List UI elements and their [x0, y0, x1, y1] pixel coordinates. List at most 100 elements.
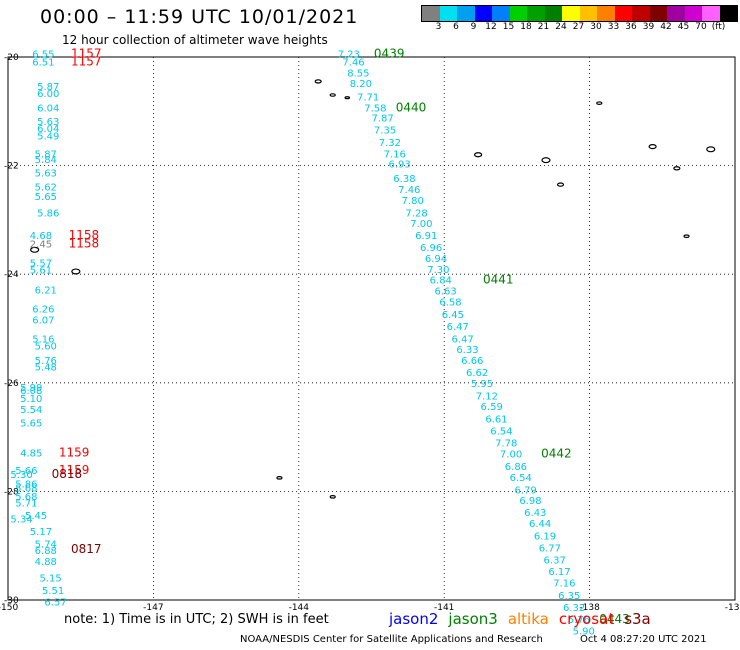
- color-scale-label: 70: [695, 22, 707, 32]
- wave-height-label: 5.76: [35, 356, 57, 367]
- wave-height-label: 7.71: [357, 93, 379, 104]
- wave-height-label: 5.49: [37, 131, 59, 142]
- wave-height-label: 5.54: [20, 405, 42, 416]
- lon-tick-label: -141: [434, 603, 454, 613]
- wave-height-label: 7.87: [372, 113, 394, 124]
- wave-height-label: 7.12: [476, 391, 498, 402]
- wave-height-label: 5.16: [32, 334, 54, 345]
- color-swatch: [457, 6, 475, 21]
- wave-height-label: 7.35: [374, 125, 396, 136]
- wave-height-label: 6.37: [544, 555, 566, 566]
- track-time-label: 0817: [71, 542, 102, 556]
- wave-height-label: 7.28: [405, 208, 427, 219]
- wave-height-label: 7.32: [379, 138, 401, 149]
- wave-height-label: 7.78: [495, 439, 517, 450]
- wave-height-label: 4.68: [30, 231, 52, 242]
- wave-height-label: 6.91: [415, 231, 437, 242]
- wave-height-label: 6.66: [461, 356, 483, 367]
- wave-height-label: 8.55: [347, 68, 369, 79]
- wave-height-label: 7.30: [427, 265, 449, 276]
- color-swatch: [632, 6, 650, 21]
- color-swatch: [439, 6, 457, 21]
- wave-height-label: 5.48: [35, 363, 57, 374]
- wave-height-label: 6.43: [524, 508, 546, 519]
- color-scale-label: 12: [485, 22, 497, 32]
- wave-height-label: 5.86: [37, 208, 59, 219]
- color-scale-label: 15: [502, 22, 515, 32]
- satellite-s3a: s3a: [624, 610, 651, 628]
- color-swatch: [562, 6, 580, 21]
- wave-height-label: 6.38: [393, 174, 415, 185]
- color-scale-label: 30: [590, 22, 602, 32]
- lon-tick-label: -150: [0, 603, 18, 613]
- wave-height-label: 5.63: [37, 117, 59, 128]
- island-outline: [683, 234, 690, 238]
- wave-height-label: 7.46: [398, 185, 420, 196]
- lat-tick-label: -28: [4, 487, 19, 497]
- satellite-altika: altika: [507, 610, 549, 628]
- wave-height-label: 6.35: [558, 591, 580, 602]
- wave-height-label: 7.16: [553, 579, 575, 590]
- track-time-label: 1158: [69, 228, 100, 242]
- color-scale-label: 6: [453, 22, 459, 32]
- island-outline: [314, 79, 322, 84]
- wave-height-label: 5.60: [35, 341, 57, 352]
- color-scale-label: (ft): [711, 22, 726, 32]
- map-frame: [7, 56, 736, 601]
- island-outline: [329, 93, 336, 97]
- lat-tick-label: -24: [4, 270, 19, 280]
- island-outline: [474, 152, 483, 158]
- lat-tick-label: -22: [4, 162, 19, 172]
- wave-height-label: 6.51: [32, 57, 54, 68]
- wave-height-label: 5.62: [35, 182, 57, 193]
- wave-height-label: 5.61: [30, 265, 52, 276]
- wave-height-label: 6.98: [519, 496, 541, 507]
- wave-height-label: 6.54: [490, 427, 512, 438]
- color-swatch: [597, 6, 615, 21]
- island-outline: [329, 495, 336, 499]
- color-swatch: [667, 6, 685, 21]
- color-scale-label: 24: [555, 22, 567, 32]
- color-swatch: [474, 6, 492, 21]
- wave-height-label: 6.47: [447, 322, 469, 333]
- color-swatch: [492, 6, 510, 21]
- track-time-label: 0441: [483, 273, 514, 287]
- lon-tick-label: -144: [289, 603, 310, 613]
- island-outline: [541, 157, 551, 164]
- lat-tick-label: -20: [4, 53, 19, 63]
- island-outline: [556, 182, 565, 187]
- wave-height-label: 5.65: [20, 419, 42, 430]
- wave-height-label: 6.45: [442, 310, 464, 321]
- wave-height-label: 5.86: [15, 479, 37, 490]
- track-time-label: 1157: [71, 54, 102, 68]
- color-scale-label: 33: [607, 22, 620, 32]
- lat-tick-label: -30: [4, 596, 19, 606]
- wave-height-label: 5.68: [15, 484, 37, 495]
- track-time-label: 0818: [52, 467, 83, 481]
- wave-height-label: 5.68: [15, 492, 37, 503]
- wave-height-label: 5.30: [10, 470, 32, 481]
- credit-timestamp: Oct 4 08:27:20 UTC 2021: [580, 634, 707, 645]
- wave-height-label: 6.84: [430, 276, 452, 287]
- satellite-jason2: jason2: [389, 610, 439, 628]
- wave-height-label: 6.86: [505, 462, 527, 473]
- wave-height-label: 5.10: [20, 394, 42, 405]
- wave-height-label: 6.54: [510, 473, 532, 484]
- color-swatch: [719, 6, 737, 21]
- wave-height-label: 5.95: [471, 379, 493, 390]
- wave-height-label: 5.71: [15, 498, 37, 509]
- wave-height-label: 6.62: [466, 368, 488, 379]
- color-swatch: [422, 6, 440, 21]
- wave-height-label: 6.55: [32, 49, 54, 60]
- lon-tick-label: -138: [579, 603, 600, 613]
- island-outline: [596, 101, 603, 105]
- wave-height-label: 6.47: [451, 334, 473, 345]
- color-scale-label: 42: [660, 22, 672, 32]
- wave-height-label: 6.88: [35, 546, 57, 557]
- wave-height-label: 5.87: [35, 150, 57, 161]
- wave-height-label: 5.87: [37, 82, 59, 93]
- wave-height-label: 6.63: [435, 287, 457, 298]
- color-scale-labels: 3 6 9 12 15 18 21 24 27 30 33 36 39 42 45 70 (ft): [421, 22, 727, 34]
- color-swatch: [649, 6, 667, 21]
